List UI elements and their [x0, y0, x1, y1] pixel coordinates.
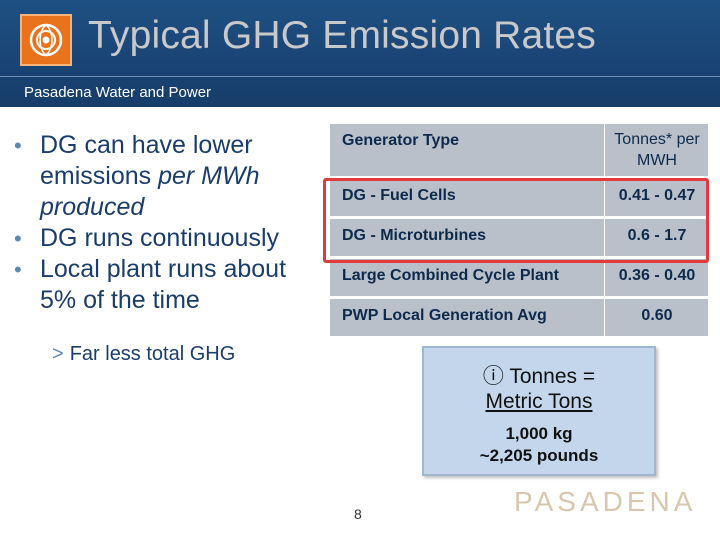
column-divider	[604, 219, 605, 256]
sub-bullet-text: Far less total GHG	[69, 343, 236, 365]
bullet-dot-icon: •	[14, 226, 22, 251]
bullet-item: • Local plant runs about 5% of the time	[14, 254, 324, 316]
tonnes-cell: 0.36 - 0.40	[618, 267, 696, 284]
bullet-text: Local plant runs about 5% of the time	[40, 255, 287, 314]
bullet-dot-icon: •	[14, 257, 22, 282]
tonnes-cell: 0.41 - 0.47	[618, 187, 696, 204]
emission-table: Generator Type Tonnes* per MWH DG - Fuel…	[330, 124, 708, 339]
column-divider	[604, 299, 605, 336]
tonnes-cell: 0.6 - 1.7	[627, 227, 687, 244]
bullet-text: DG can have lower emissions	[40, 131, 253, 190]
header-divider	[0, 76, 720, 77]
column-divider	[604, 124, 605, 176]
column-header-generator-type: Generator Type	[342, 132, 460, 149]
bullet-text: DG runs continuously	[40, 224, 280, 252]
bullet-dot-icon: •	[14, 133, 22, 158]
column-header-tonnes: Tonnes* per MWH	[614, 131, 700, 169]
callout-tonnes: Tonnes =	[509, 365, 596, 388]
bullet-text-italic: per MWh produced	[40, 162, 260, 221]
column-divider	[604, 179, 605, 216]
generator-type-cell: Large Combined Cycle Plant	[342, 267, 559, 284]
info-icon: ⓘ	[482, 365, 504, 388]
callout-pounds: ~2,205 pounds	[479, 446, 599, 465]
rose-logo	[20, 14, 72, 66]
tonnes-cell: 0.60	[641, 307, 673, 324]
dg-highlight-box	[323, 178, 709, 263]
callout-line-1: ⓘ Tonnes =	[424, 364, 654, 389]
slide-subtitle: Pasadena Water and Power	[24, 84, 212, 101]
table-row: PWP Local Generation Avg 0.60	[330, 299, 708, 339]
page-number: 8	[354, 506, 362, 522]
table-row: Large Combined Cycle Plant 0.36 - 0.40	[330, 259, 708, 299]
bullet-item: • DG runs continuously	[14, 223, 324, 254]
units-callout: ⓘ Tonnes = Metric Tons 1,000 kg ~2,205 p…	[422, 346, 656, 476]
table-row: DG - Microturbines 0.6 - 1.7	[330, 219, 708, 259]
title-banner: Typical GHG Emission Rates Pasadena Wate…	[0, 0, 720, 107]
callout-kg: 1,000 kg	[505, 424, 573, 443]
generator-type-cell: PWP Local Generation Avg	[342, 307, 547, 324]
callout-metric-tons: Metric Tons	[485, 390, 593, 413]
bullet-list: • DG can have lower emissions per MWh pr…	[14, 130, 324, 316]
bullet-item: • DG can have lower emissions per MWh pr…	[14, 130, 324, 223]
chevron-right-icon: >	[52, 343, 64, 365]
column-divider	[604, 259, 605, 296]
generator-type-cell: DG - Fuel Cells	[342, 187, 456, 204]
table-row: DG - Fuel Cells 0.41 - 0.47	[330, 179, 708, 219]
slide-title: Typical GHG Emission Rates	[88, 14, 597, 57]
table-header-row: Generator Type Tonnes* per MWH	[330, 124, 708, 179]
pasadena-logo: PASADENA	[514, 486, 697, 517]
sub-bullet: > Far less total GHG	[52, 343, 235, 366]
generator-type-cell: DG - Microturbines	[342, 227, 487, 244]
